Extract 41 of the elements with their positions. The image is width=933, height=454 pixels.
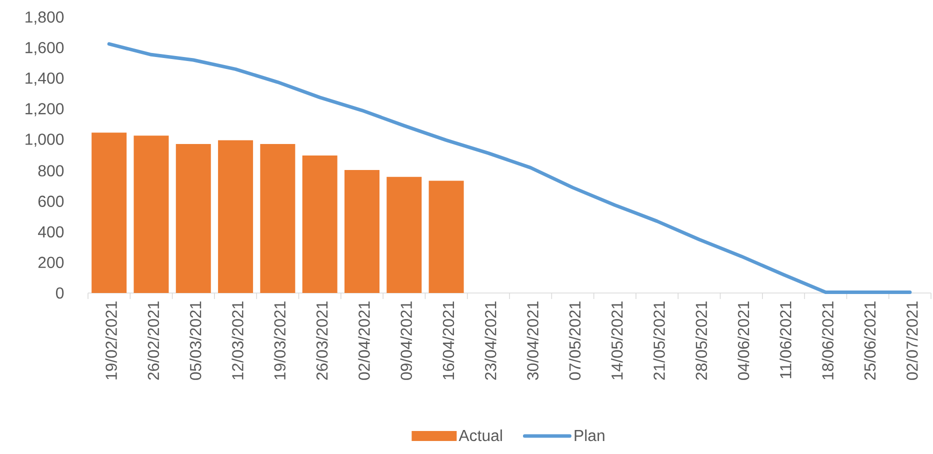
- x-tick-label: 19/03/2021: [274, 302, 286, 380]
- y-tick-label: 600: [38, 196, 64, 207]
- bar: [386, 176, 422, 293]
- x-tick-label: 26/03/2021: [316, 302, 328, 380]
- x-tick-label: 09/04/2021: [400, 302, 412, 380]
- y-tick-label: 800: [38, 165, 64, 176]
- x-tick-label: 02/04/2021: [358, 302, 370, 380]
- bar: [302, 155, 338, 293]
- bar: [428, 180, 464, 293]
- x-tick-label: 18/06/2021: [822, 302, 834, 380]
- legend-label: Actual: [458, 429, 502, 442]
- bar: [92, 132, 127, 293]
- x-tick-label: 07/05/2021: [568, 302, 581, 380]
- x-tick-label: 14/05/2021: [611, 302, 623, 380]
- bar: [218, 140, 254, 293]
- y-tick-label: 1,000: [26, 134, 64, 147]
- x-tick-label: 16/04/2021: [442, 302, 454, 380]
- x-tick-label: 23/04/2021: [484, 302, 496, 380]
- x-tick-label: 21/05/2021: [653, 302, 665, 380]
- x-tick-label: 25/06/2021: [864, 302, 876, 380]
- x-tick-label: 19/02/2021: [105, 302, 117, 380]
- x-tick-label: 05/03/2021: [190, 302, 202, 380]
- y-tick-label: 400: [38, 226, 64, 238]
- y-tick-label: 1,200: [26, 103, 64, 116]
- bar: [176, 144, 211, 293]
- y-tick-label: 0: [56, 287, 64, 299]
- x-tick-label: 12/03/2021: [232, 302, 244, 380]
- x-tick-label: 04/06/2021: [737, 302, 750, 380]
- x-tick-label: 26/02/2021: [147, 302, 160, 380]
- y-tick-label: 1,800: [26, 11, 64, 25]
- x-tick-label: 30/04/2021: [526, 302, 538, 380]
- x-tick-label: 11/06/2021: [780, 302, 792, 378]
- bar: [260, 144, 296, 293]
- bar: [344, 170, 380, 293]
- y-tick-label: 200: [38, 256, 64, 268]
- bar: [134, 136, 169, 293]
- legend-label: Plan: [574, 429, 604, 442]
- y-tick-label: 1,400: [26, 72, 64, 86]
- x-tick-label: 02/07/2021: [906, 302, 918, 380]
- x-tick-label: 28/05/2021: [695, 302, 708, 380]
- y-tick-label: 1,600: [26, 42, 64, 56]
